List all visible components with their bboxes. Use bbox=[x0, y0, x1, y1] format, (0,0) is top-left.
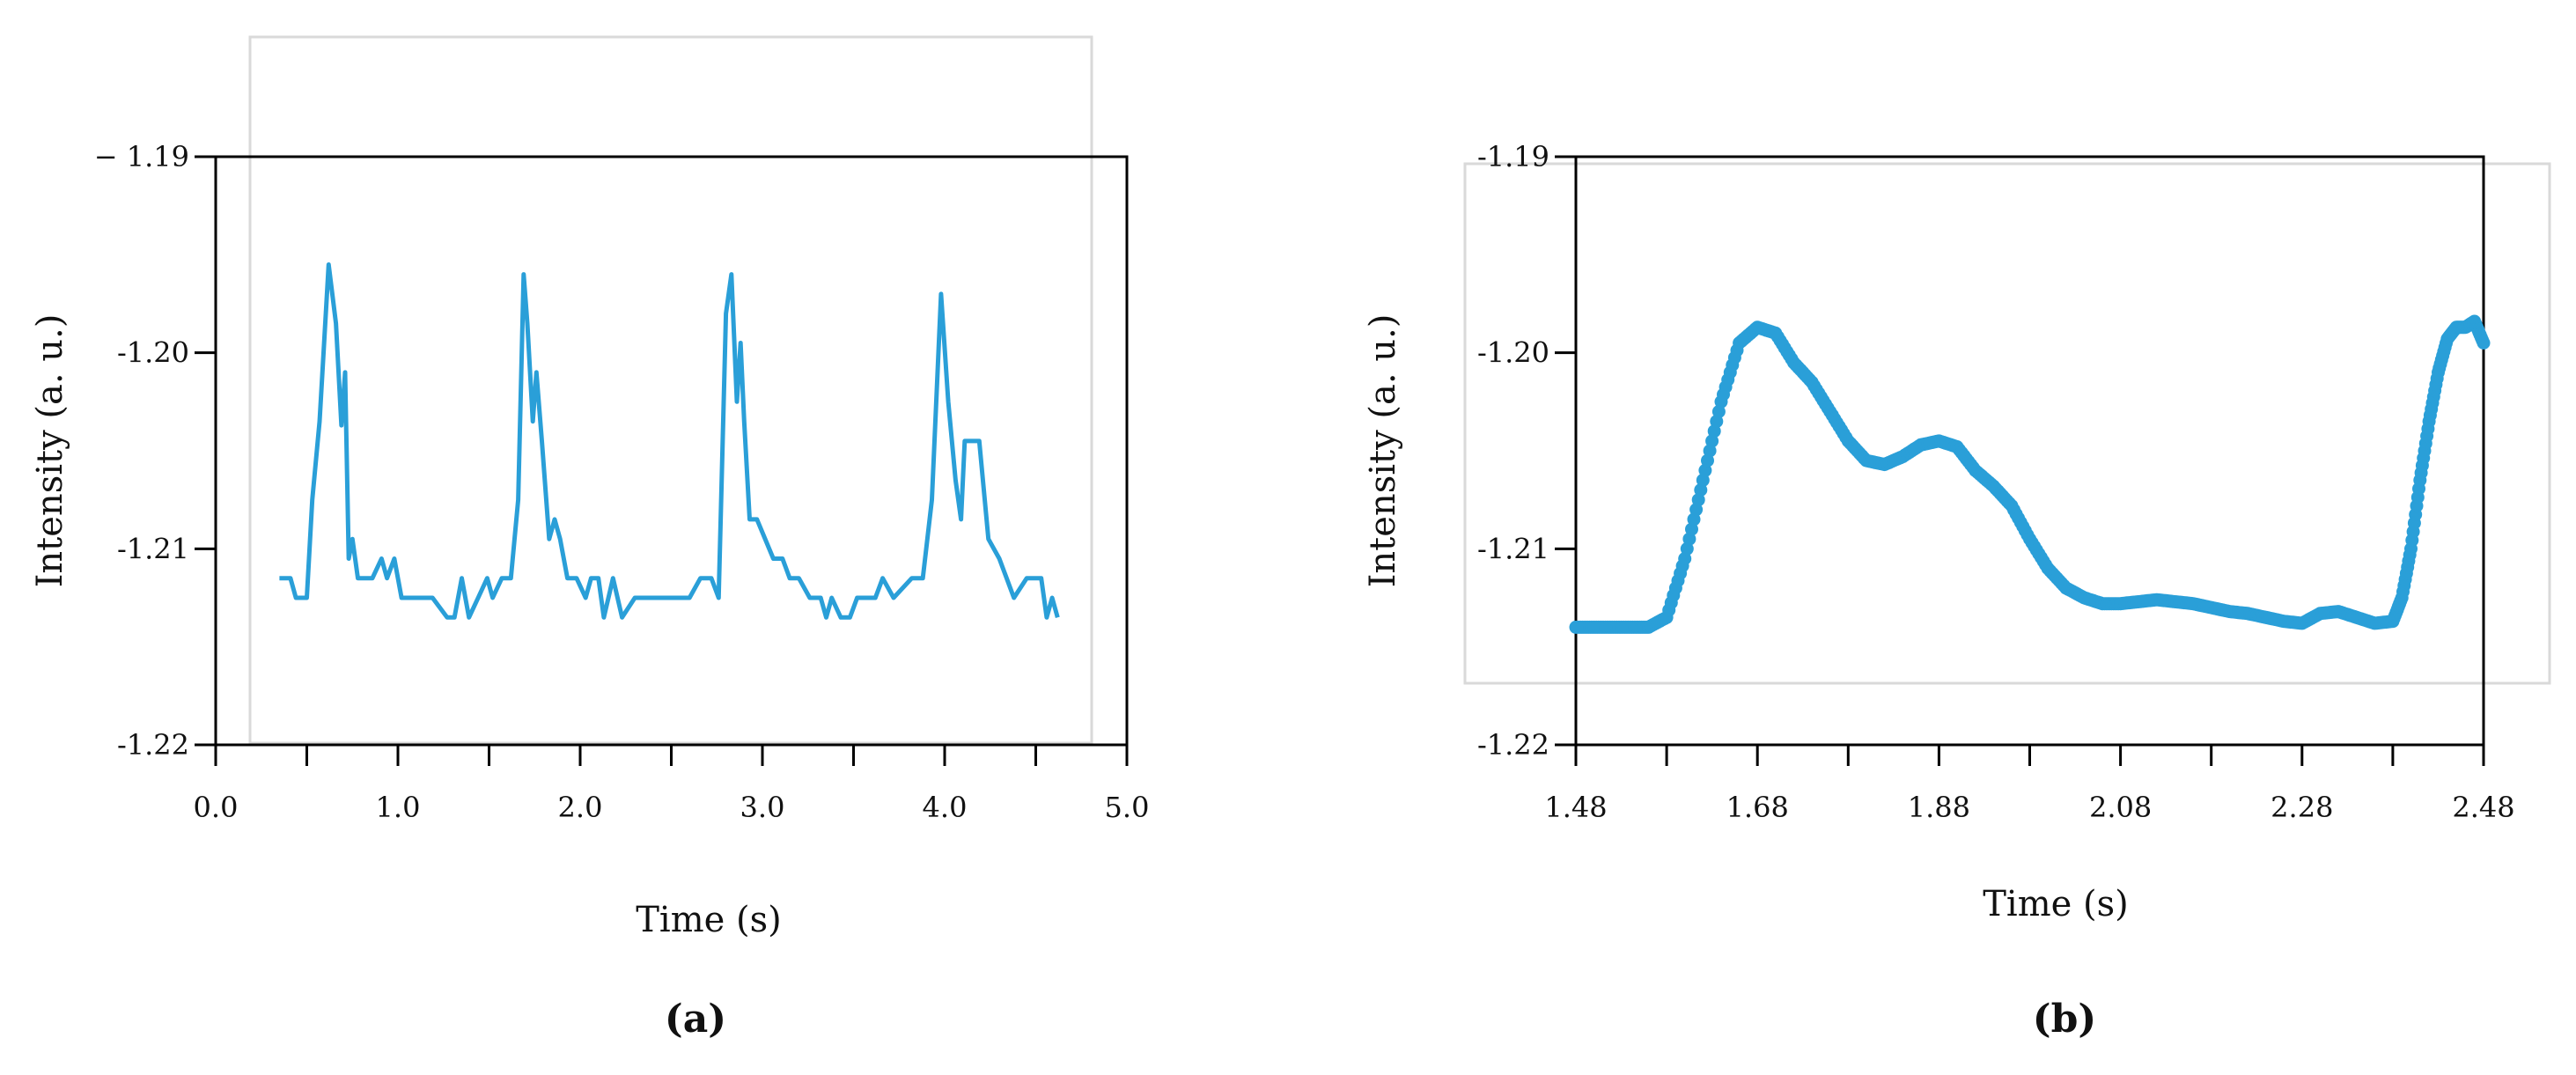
series-line bbox=[279, 262, 1060, 620]
background-frame bbox=[1463, 162, 2551, 685]
panel-label-b: (b) bbox=[2033, 997, 2096, 1042]
x-axis-title: Time (s) bbox=[636, 900, 782, 940]
data-point bbox=[1711, 405, 1726, 418]
panel-label-a: (a) bbox=[665, 997, 726, 1042]
x-tick-label: 2.0 bbox=[558, 791, 603, 824]
y-tick-label: − 1.19 bbox=[94, 140, 189, 173]
x-tick-label: 1.48 bbox=[1544, 791, 1607, 824]
y-axis-ticks bbox=[1555, 155, 1576, 747]
chart-panel-b: 1.48 1.68 1.88 2.08 2.28 2.48 -1.22 -1.21 -1.20… bbox=[1363, 140, 2551, 1042]
y-tick-label: -1.20 bbox=[1477, 336, 1549, 370]
x-axis-ticks bbox=[214, 745, 1129, 766]
y-tick-label: -1.21 bbox=[117, 532, 189, 565]
x-axis-tick-labels: 1.48 1.68 1.88 2.08 2.28 2.48 bbox=[1544, 791, 2514, 824]
plot-area-border bbox=[214, 155, 1129, 747]
x-axis-tick-labels: 0.0 1.0 2.0 3.0 4.0 5.0 bbox=[194, 791, 1150, 824]
data-point bbox=[2477, 336, 2491, 350]
series-group bbox=[279, 262, 1060, 620]
y-axis-title: Intensity (a. u.) bbox=[1363, 314, 1403, 588]
x-tick-label: 0.0 bbox=[194, 791, 239, 824]
series-group bbox=[1569, 314, 2491, 634]
x-tick-label: 3.0 bbox=[740, 791, 785, 824]
y-axis-tick-labels: -1.22 -1.21 -1.20 -1.19 bbox=[1477, 140, 1549, 762]
background-frame bbox=[248, 35, 1093, 745]
y-axis-tick-labels: -1.22 -1.21 -1.20 − 1.19 bbox=[94, 140, 189, 762]
y-tick-label: -1.20 bbox=[117, 336, 189, 370]
data-point bbox=[1691, 493, 1705, 507]
x-axis-ticks bbox=[1574, 745, 2485, 766]
data-point bbox=[1705, 434, 1719, 448]
x-tick-label: 1.68 bbox=[1726, 791, 1789, 824]
data-point bbox=[1685, 522, 1698, 536]
data-point bbox=[1698, 463, 1712, 477]
chart-panel-a: 0.0 1.0 2.0 3.0 4.0 5.0 -1.22 -1.21 -1.20 − 1.19… bbox=[30, 35, 1150, 1042]
x-axis-title: Time (s) bbox=[1983, 884, 2129, 924]
x-tick-label: 4.0 bbox=[923, 791, 968, 824]
x-tick-label: 1.0 bbox=[376, 791, 421, 824]
x-tick-label: 5.0 bbox=[1105, 791, 1150, 824]
data-point bbox=[1678, 552, 1692, 565]
x-tick-label: 2.48 bbox=[2452, 791, 2514, 824]
x-tick-label: 2.28 bbox=[2271, 791, 2333, 824]
y-axis-ticks bbox=[195, 155, 216, 747]
x-tick-label: 2.08 bbox=[2089, 791, 2152, 824]
y-tick-label: -1.22 bbox=[117, 728, 189, 762]
x-tick-label: 1.88 bbox=[1908, 791, 1970, 824]
y-tick-label: -1.19 bbox=[1477, 140, 1549, 173]
y-tick-label: -1.22 bbox=[1477, 728, 1549, 762]
y-axis-title: Intensity (a. u.) bbox=[30, 314, 70, 588]
y-tick-label: -1.21 bbox=[1477, 532, 1549, 565]
